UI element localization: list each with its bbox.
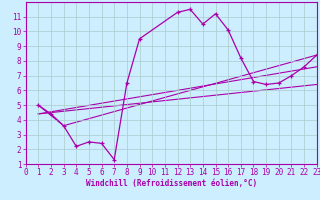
X-axis label: Windchill (Refroidissement éolien,°C): Windchill (Refroidissement éolien,°C): [86, 179, 257, 188]
